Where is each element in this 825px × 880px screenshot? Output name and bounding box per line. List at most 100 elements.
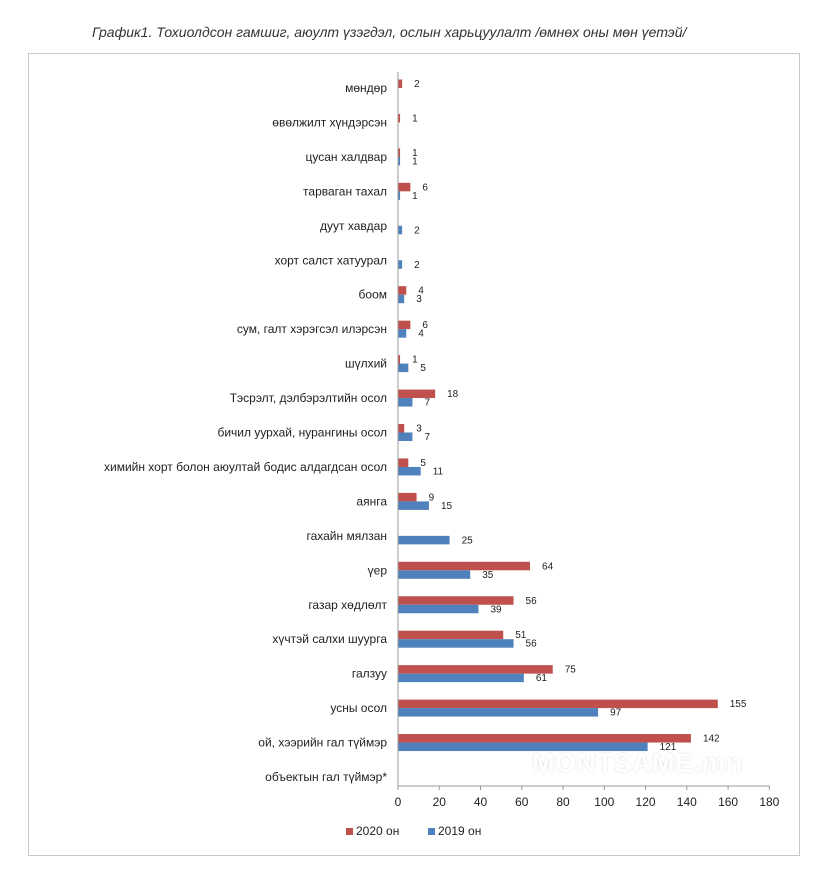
bar-2019 (398, 432, 413, 441)
bar-2020 (398, 492, 417, 502)
x-tick-label: 20 (433, 795, 447, 809)
legend-swatch-2019 (428, 828, 435, 835)
data-label: 25 (462, 535, 474, 546)
data-label: 1 (412, 191, 418, 202)
data-label: 97 (610, 708, 622, 719)
category-label: Тэсрэлт, дэлбэрэлтийн осол (230, 391, 387, 405)
bar-2020 (398, 79, 403, 88)
category-label: галзуу (352, 667, 387, 681)
data-label: 5 (420, 363, 426, 374)
bar-2019 (398, 673, 524, 683)
category-label: үер (368, 563, 388, 577)
data-label: 6 (422, 320, 428, 331)
bar-2020 (398, 355, 401, 364)
bar-2020 (398, 665, 553, 674)
bar-2019 (398, 639, 514, 648)
data-label: 155 (730, 699, 747, 710)
data-label: 51 (515, 630, 527, 641)
data-label: 7 (424, 432, 430, 443)
bar-2020 (398, 320, 411, 330)
data-label: 39 (490, 604, 502, 615)
data-label: 3 (416, 294, 422, 305)
data-label: 1 (412, 156, 418, 167)
bar-2019 (398, 363, 409, 373)
x-tick-label: 140 (677, 795, 697, 809)
bar-2019 (398, 466, 421, 476)
data-label: 4 (418, 329, 424, 340)
category-label: газар хөдлөлт (308, 598, 387, 612)
x-tick-label: 80 (556, 795, 570, 809)
category-label: хүчтэй салхи шуурга (272, 632, 387, 646)
legend-label: 2019 он (438, 824, 481, 838)
bar-2020 (398, 630, 504, 640)
data-label: 1 (412, 113, 418, 124)
bar-2020 (398, 286, 407, 295)
watermark-text: MONTSAME.mn (532, 748, 743, 778)
category-label: өвөлжилт хүндэрсэн (272, 115, 387, 129)
data-label: 142 (703, 734, 720, 745)
x-tick-label: 60 (515, 795, 529, 809)
data-label: 4 (418, 286, 424, 297)
data-label: 6 (422, 182, 428, 193)
x-tick-label: 120 (636, 795, 656, 809)
category-label: сум, галт хэрэгсэл илэрсэн (237, 322, 387, 336)
category-label: аянга (356, 494, 387, 508)
legend-swatch-2020 (346, 828, 353, 835)
data-label: 1 (412, 355, 418, 366)
category-label: боом (359, 288, 387, 302)
category-label: объектын гал түймэр* (265, 770, 387, 784)
data-label: 56 (526, 639, 538, 650)
chart-title: График1. Тохиолдсон гамшиг, аюулт үзэгдэ… (92, 24, 687, 40)
data-label: 5 (420, 458, 426, 469)
bar-2019 (398, 535, 450, 545)
bar-2019 (398, 708, 599, 717)
data-label: 11 (433, 466, 444, 477)
data-label: 15 (441, 501, 453, 512)
category-label: усны осол (330, 701, 387, 715)
category-label: гахайн мялзан (306, 529, 387, 543)
category-label: дуут хавдар (320, 219, 387, 233)
x-tick-label: 40 (474, 795, 488, 809)
category-label: хорт салст хатуурал (275, 253, 387, 267)
data-label: 3 (416, 424, 422, 435)
data-label: 2 (414, 79, 420, 90)
bar-2020 (398, 182, 411, 192)
data-label: 61 (536, 673, 548, 684)
bar-2019 (398, 156, 401, 166)
data-label: 18 (447, 389, 459, 400)
data-label: 35 (482, 570, 494, 581)
bar-2020 (398, 699, 718, 709)
legend-label: 2020 он (356, 824, 399, 838)
bar-2019 (398, 225, 403, 235)
x-tick-label: 160 (718, 795, 738, 809)
data-label: 75 (565, 665, 577, 676)
x-tick-label: 0 (395, 795, 402, 809)
bar-2020 (398, 596, 514, 605)
bar-2019 (398, 294, 405, 304)
bar-2019 (398, 570, 471, 579)
category-label: цусан халдвар (305, 150, 387, 164)
bar-2020 (398, 424, 405, 433)
bar-2019 (398, 329, 407, 338)
bar-2019 (398, 260, 403, 269)
data-label: 2 (414, 225, 420, 236)
category-label: бичил уурхай, нурангины осол (217, 426, 387, 440)
x-tick-label: 100 (594, 795, 614, 809)
bar-2020 (398, 561, 531, 571)
category-label: тарваган тахал (303, 184, 387, 198)
category-label: шүлхий (345, 357, 387, 371)
bar-2020 (398, 734, 691, 743)
bar-2019 (398, 501, 429, 510)
bar-2019 (398, 604, 479, 614)
bar-2019 (398, 191, 401, 200)
data-label: 64 (542, 561, 554, 572)
category-label: ой, хээрийн гал түймэр (258, 736, 387, 750)
data-label: 121 (660, 742, 677, 753)
bar-2020 (398, 113, 401, 123)
data-label: 56 (526, 596, 538, 607)
data-label: 1 (412, 148, 418, 159)
chart-frame (28, 53, 800, 856)
bar-2020 (398, 148, 401, 157)
bar-2019 (398, 398, 413, 407)
